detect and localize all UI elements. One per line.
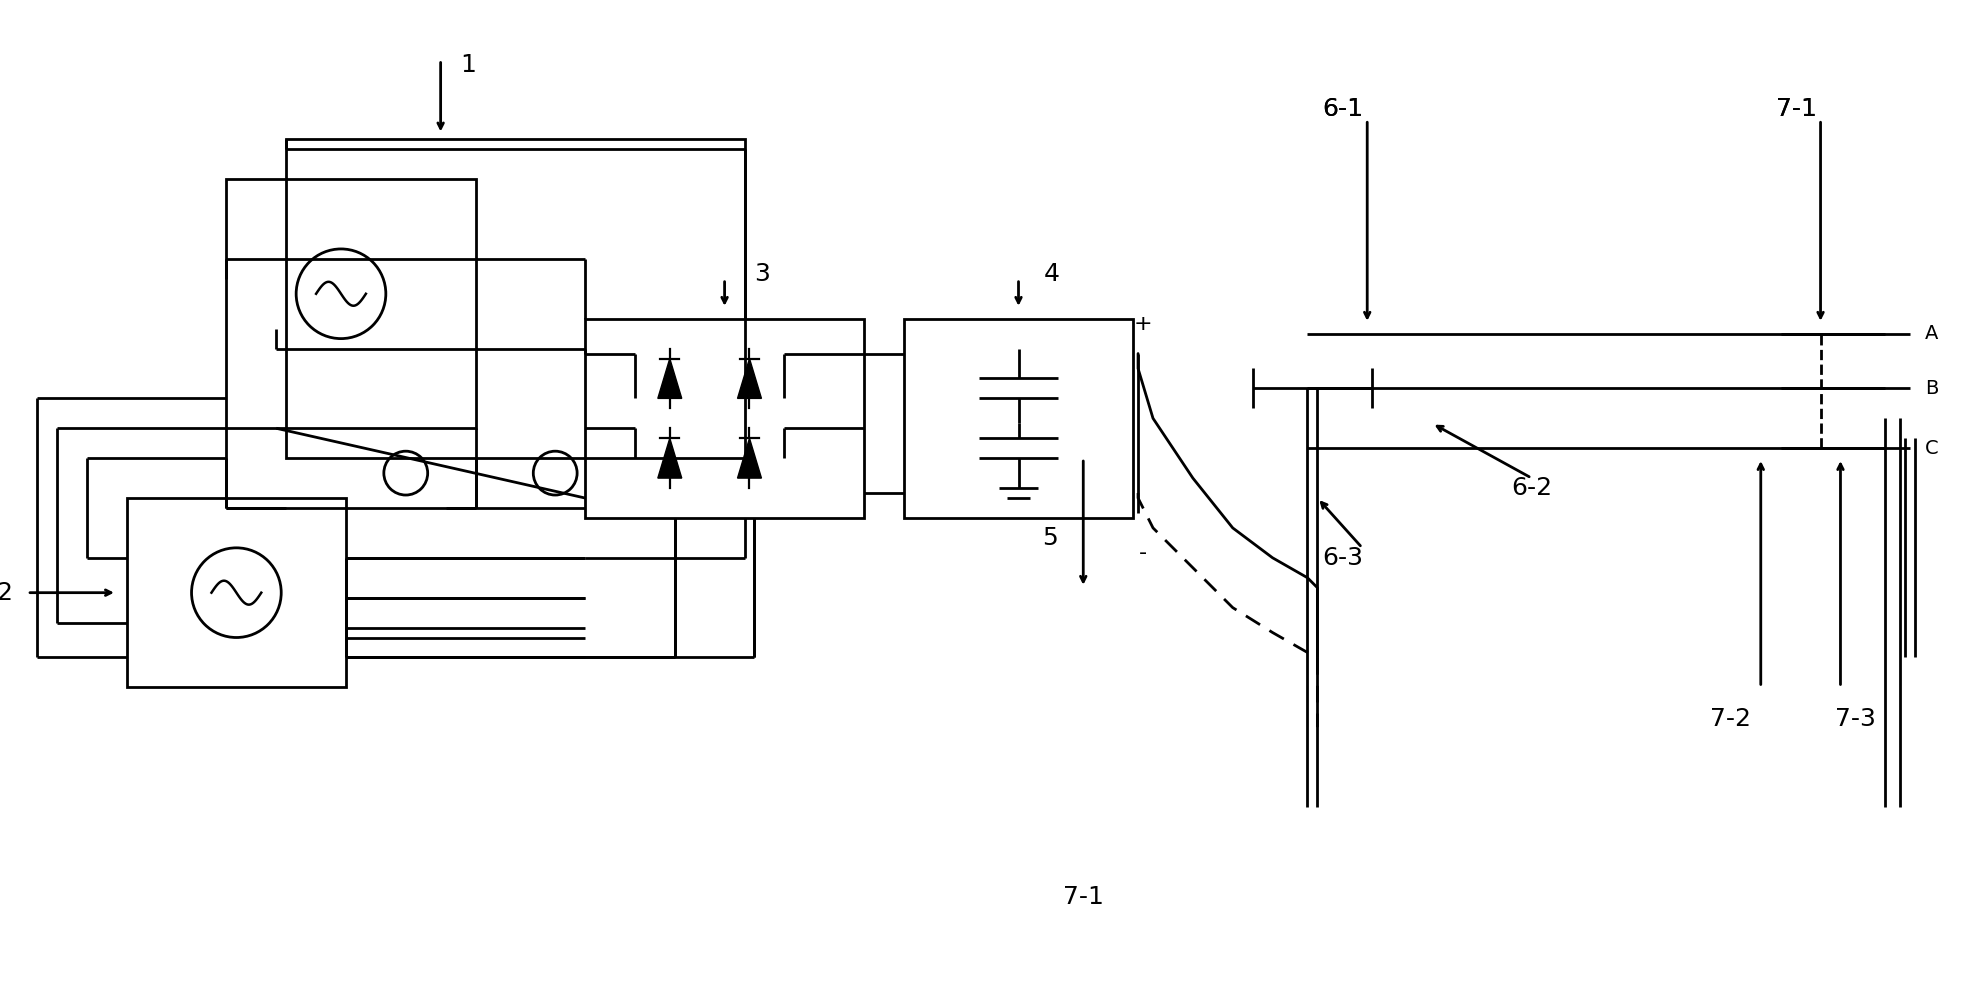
Bar	[904, 319, 1133, 518]
Text: 4: 4	[1044, 262, 1060, 286]
Text: 7-1: 7-1	[1775, 98, 1816, 121]
Text: -: -	[1139, 543, 1147, 562]
Text: A: A	[1925, 325, 1938, 343]
Bar	[126, 498, 347, 687]
Polygon shape	[737, 359, 762, 398]
Text: 7-2: 7-2	[1710, 708, 1751, 731]
Polygon shape	[737, 438, 762, 478]
Text: 3: 3	[755, 262, 770, 286]
Bar	[585, 319, 865, 518]
Text: 6-1: 6-1	[1322, 98, 1363, 121]
Text: 6-3: 6-3	[1322, 545, 1363, 570]
Text: 7-3: 7-3	[1834, 708, 1875, 731]
Text: 7-1: 7-1	[1775, 98, 1816, 121]
Text: +: +	[1133, 313, 1152, 334]
Text: 2: 2	[0, 581, 12, 605]
Text: 6-1: 6-1	[1322, 98, 1363, 121]
Bar	[286, 139, 745, 459]
Text: C: C	[1925, 438, 1938, 458]
Text: 7-1: 7-1	[1064, 885, 1103, 908]
Polygon shape	[658, 359, 682, 398]
Text: 6-2: 6-2	[1511, 476, 1552, 500]
Text: 5: 5	[1042, 526, 1058, 550]
Text: B: B	[1925, 379, 1938, 398]
Text: 1: 1	[461, 52, 477, 77]
Bar	[227, 179, 475, 428]
Polygon shape	[658, 438, 682, 478]
